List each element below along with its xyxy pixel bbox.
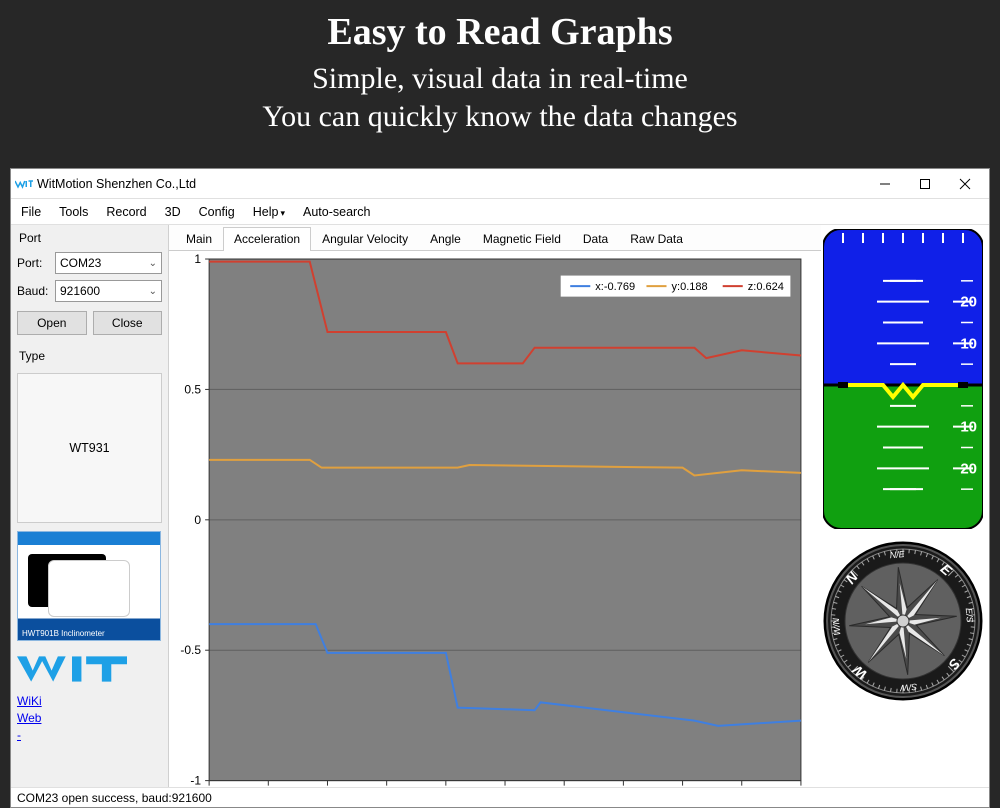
baud-label: Baud: xyxy=(17,284,51,298)
menu-3d[interactable]: 3D xyxy=(165,205,181,219)
maximize-button[interactable] xyxy=(905,170,945,198)
menu-file[interactable]: File xyxy=(21,205,41,219)
menu-help[interactable]: Help▾ xyxy=(253,205,285,219)
tab-magnetic-field[interactable]: Magnetic Field xyxy=(472,227,572,251)
gauge-panel: 20101020 NN/EEE/SSS/WWW/N xyxy=(821,225,989,787)
promo-sub-line1: Simple, visual data in real-time xyxy=(312,62,688,95)
baud-select[interactable]: 921600 ⌄ xyxy=(55,280,162,302)
product-caption: HWT901B Inclinometer xyxy=(22,629,105,638)
minimize-button[interactable] xyxy=(865,170,905,198)
svg-text:W/N: W/N xyxy=(831,617,843,636)
port-select[interactable]: COM23 ⌄ xyxy=(55,252,162,274)
sidebar: Port Port: COM23 ⌄ Baud: 921600 ⌄ Open C… xyxy=(11,225,169,787)
tab-acceleration[interactable]: Acceleration xyxy=(223,227,311,251)
link-dash[interactable]: - xyxy=(17,727,162,744)
link-web[interactable]: Web xyxy=(17,710,162,727)
type-panel-label: Type xyxy=(19,349,162,363)
tab-bar: Main Acceleration Angular Velocity Angle… xyxy=(169,225,821,251)
svg-text:0: 0 xyxy=(194,513,201,527)
type-value: WT931 xyxy=(17,373,162,523)
attitude-indicator: 20101020 xyxy=(823,229,983,529)
port-value: COM23 xyxy=(60,256,101,270)
menu-autosearch[interactable]: Auto-search xyxy=(303,205,370,219)
promo-title: Easy to Read Graphs xyxy=(0,0,1000,54)
wit-logo-icon xyxy=(17,649,127,689)
tab-angle[interactable]: Angle xyxy=(419,227,472,251)
port-label: Port: xyxy=(17,256,51,270)
svg-text:y:0.188: y:0.188 xyxy=(672,281,708,293)
promo-sub-line2: You can quickly know the data changes xyxy=(262,100,737,133)
chevron-down-icon: ▾ xyxy=(280,208,285,218)
menubar: File Tools Record 3D Config Help▾ Auto-s… xyxy=(11,199,989,225)
promo-subtitle: Simple, visual data in real-time You can… xyxy=(0,60,1000,135)
chevron-down-icon: ⌄ xyxy=(149,286,157,297)
titlebar: WitMotion Shenzhen Co.,Ltd xyxy=(11,169,989,199)
menu-record[interactable]: Record xyxy=(106,205,146,219)
menu-tools[interactable]: Tools xyxy=(59,205,88,219)
open-button[interactable]: Open xyxy=(17,311,87,335)
tab-angular-velocity[interactable]: Angular Velocity xyxy=(311,227,419,251)
svg-text:x:-0.769: x:-0.769 xyxy=(595,281,635,293)
menu-config[interactable]: Config xyxy=(199,205,235,219)
chevron-down-icon: ⌄ xyxy=(149,258,157,269)
baud-value: 921600 xyxy=(60,284,100,298)
svg-text:S/W: S/W xyxy=(898,682,917,694)
tab-data[interactable]: Data xyxy=(572,227,619,251)
product-image: HWT901B Inclinometer xyxy=(17,531,161,641)
close-button[interactable] xyxy=(945,170,985,198)
app-window: WitMotion Shenzhen Co.,Ltd File Tools Re… xyxy=(10,168,990,808)
svg-text:0.5: 0.5 xyxy=(184,382,201,396)
close-port-button[interactable]: Close xyxy=(93,311,163,335)
svg-text:-1: -1 xyxy=(190,774,201,788)
tab-main[interactable]: Main xyxy=(175,227,223,251)
tab-raw-data[interactable]: Raw Data xyxy=(619,227,694,251)
main-panel: Main Acceleration Angular Velocity Angle… xyxy=(169,225,821,787)
compass-gauge: NN/EEE/SSS/WWW/N xyxy=(823,541,983,701)
sidebar-links: WiKi Web - xyxy=(17,693,162,743)
svg-text:E/S: E/S xyxy=(964,608,975,623)
acceleration-chart: -1 -0.5 0 0.5 1 x:-0.769 y:0.188 z:0.624 xyxy=(169,253,821,795)
svg-text:N/E: N/E xyxy=(889,549,906,560)
svg-text:z:0.624: z:0.624 xyxy=(748,281,784,293)
port-panel-label: Port xyxy=(19,231,162,245)
window-title: WitMotion Shenzhen Co.,Ltd xyxy=(37,177,196,191)
app-logo-icon xyxy=(15,178,33,190)
svg-text:-0.5: -0.5 xyxy=(180,643,201,657)
link-wiki[interactable]: WiKi xyxy=(17,693,162,710)
svg-text:1: 1 xyxy=(194,253,201,266)
